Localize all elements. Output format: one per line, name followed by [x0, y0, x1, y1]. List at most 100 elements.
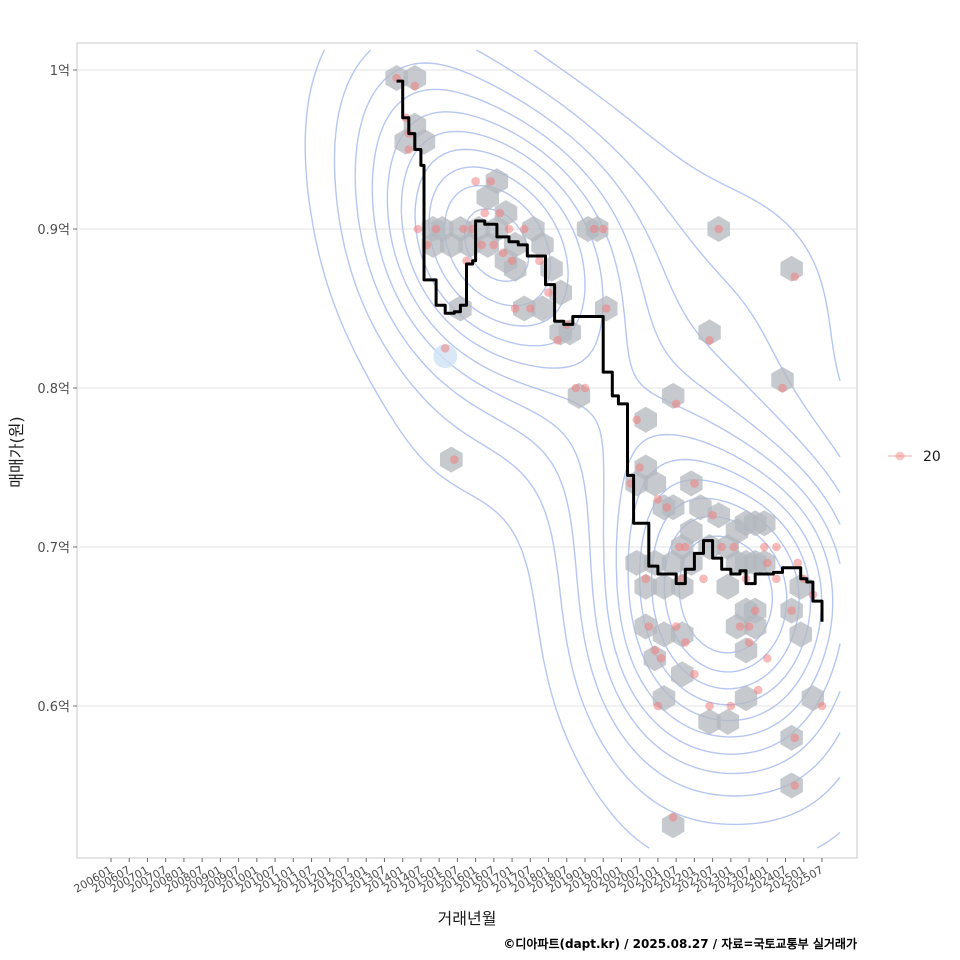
data-point: [644, 622, 654, 631]
data-point: [486, 177, 496, 186]
hexbin: [707, 502, 730, 529]
data-point: [760, 542, 769, 552]
data-point: [431, 224, 441, 234]
data-point: [471, 177, 480, 186]
data-point: [772, 574, 781, 584]
hexbin: [753, 510, 776, 537]
y-tick-label: 0.6억: [37, 700, 70, 715]
data-point: [480, 208, 490, 218]
data-point: [413, 224, 423, 234]
data-point: [790, 733, 799, 743]
data-point: [641, 574, 651, 584]
x-axis-title: 거래년월: [438, 909, 497, 928]
data-point: [790, 272, 799, 282]
data-point: [717, 542, 726, 552]
hexbin: [680, 518, 703, 545]
data-point: [507, 256, 517, 266]
data-point: [714, 224, 723, 234]
data-point: [662, 503, 672, 512]
data-point: [690, 669, 699, 679]
hexbin: [789, 621, 812, 648]
hexbin: [743, 613, 767, 640]
y-tick-label: 1억: [50, 64, 70, 79]
data-point: [763, 654, 772, 663]
density-contour: [333, 49, 841, 826]
data-point: [632, 415, 641, 425]
data-point: [602, 304, 611, 313]
hexbin: [643, 645, 667, 672]
hexbin: [485, 168, 509, 195]
data-point: [699, 574, 708, 584]
data-point: [817, 701, 827, 711]
data-point: [763, 558, 772, 568]
data-point: [681, 542, 690, 552]
legend-key-point: [895, 451, 905, 461]
data-point: [744, 638, 754, 647]
hexbin: [652, 573, 676, 600]
data-point: [735, 622, 745, 631]
density-contour: [304, 49, 841, 849]
data-point: [744, 622, 754, 631]
data-point: [553, 336, 562, 345]
data-point: [544, 288, 553, 297]
data-point: [793, 558, 802, 568]
data-point: [450, 455, 459, 464]
data-point: [410, 81, 420, 91]
data-point: [459, 224, 468, 234]
data-point: [705, 701, 714, 711]
data-point: [726, 701, 736, 711]
data-point: [580, 383, 590, 393]
legend: 20: [888, 449, 941, 465]
hexbin: [716, 573, 740, 600]
trend-line-layer: [396, 79, 824, 622]
data-point: [778, 383, 787, 393]
hexbin: [689, 494, 712, 521]
data-point: [653, 701, 663, 711]
data-point: [404, 145, 414, 154]
hexbin: [494, 200, 518, 227]
data-point: [668, 813, 678, 822]
y-axis-title: 매매가(원): [7, 416, 26, 487]
data-point: [510, 304, 520, 313]
data-point: [495, 208, 505, 218]
hexbin: [513, 295, 536, 322]
data-point: [750, 606, 760, 615]
hexbin: [531, 231, 554, 258]
hexbin: [771, 367, 794, 393]
data-point: [598, 224, 608, 234]
data-point: [440, 344, 450, 353]
y-tick-label: 0.9억: [37, 223, 70, 238]
y-axis: 0.6억 0.7억 0.8억 0.9억 1억: [37, 64, 77, 715]
data-point: [526, 304, 535, 313]
hexbin: [716, 708, 740, 735]
density-contour: [354, 62, 841, 797]
y-tick-label: 0.8억: [37, 382, 70, 397]
hexbin: [643, 470, 667, 497]
data-point: [681, 638, 690, 647]
data-point: [504, 224, 514, 234]
y-tick-label: 0.7억: [37, 541, 70, 556]
data-point: [708, 510, 717, 520]
trend-line: [396, 79, 824, 622]
data-point: [489, 240, 499, 250]
data-point: [690, 479, 699, 488]
data-point: [790, 781, 799, 790]
hexbin: [671, 661, 694, 688]
data-point: [653, 495, 663, 504]
data-point: [519, 224, 529, 234]
caption: ©디아파트(dapt.kr) / 2025.08.27 / 자료=국토교통부 실…: [503, 936, 857, 951]
hexbin: [634, 406, 657, 433]
hexbin: [698, 708, 721, 735]
hexbin: [634, 573, 657, 600]
legend-label: 20: [923, 449, 941, 465]
data-point: [635, 463, 644, 472]
density-contour: [371, 88, 841, 775]
data-point: [650, 646, 660, 655]
hexbin: [661, 494, 685, 521]
data-point: [498, 248, 508, 258]
data-point: [656, 654, 666, 663]
data-point: [477, 240, 487, 250]
hexbin: [625, 549, 648, 576]
hexbin: [734, 685, 758, 712]
